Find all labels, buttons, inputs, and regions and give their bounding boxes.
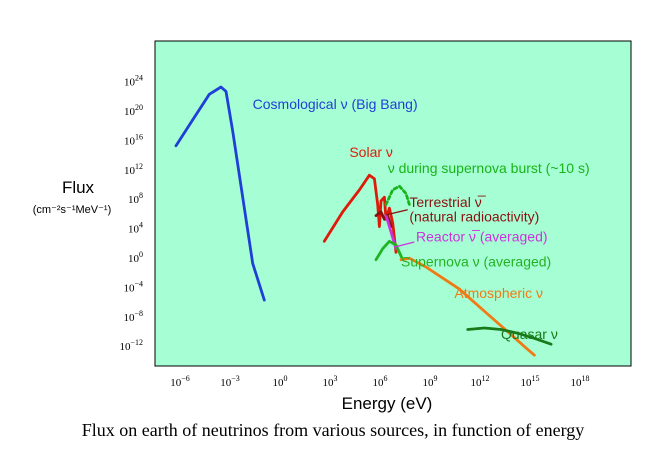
x-tick-label: 1015	[521, 374, 540, 389]
x-tick-label: 1012	[471, 374, 490, 389]
series-line-supernova_avg	[374, 239, 405, 262]
x-tick-label: 106	[373, 374, 388, 389]
series-label: ν during supernova burst (~10 s)	[388, 160, 590, 176]
x-tick-label: 10−3	[220, 374, 240, 389]
series-line-quasar	[466, 326, 553, 346]
y-axis-label: Flux	[62, 178, 95, 197]
series-label: Atmospheric ν	[454, 285, 543, 301]
series-label: Terrestrial ν̅	[409, 194, 486, 210]
series-label: Cosmological ν (Big Bang)	[253, 96, 418, 112]
y-tick-label: 100	[128, 250, 143, 265]
y-tick-label: 1020	[124, 103, 143, 118]
x-tick-label: 10−6	[170, 374, 190, 389]
y-tick-label: 108	[128, 191, 143, 206]
y-tick-label: 10−4	[123, 279, 143, 294]
series-label: Reactor ν̅ (averaged)	[416, 228, 548, 244]
y-tick-label: 1024	[124, 74, 143, 89]
series-label: Solar ν	[349, 144, 393, 160]
plot-area	[154, 40, 632, 367]
x-axis-ticks: 10−6 10−3 100 103 106 109 1012 1015 1018	[170, 374, 589, 389]
y-tick-label: 10−12	[119, 338, 143, 353]
annotation-layer	[385, 209, 415, 248]
x-tick-label: 100	[273, 374, 288, 389]
y-tick-label: 1016	[124, 132, 143, 147]
series-line-terrestrial	[374, 210, 393, 228]
series-line-cosmological	[174, 85, 266, 302]
x-tick-label: 103	[323, 374, 338, 389]
y-axis-units: (cm⁻²s⁻¹MeV⁻¹)	[33, 204, 112, 216]
reactor-leader	[394, 241, 415, 248]
y-axis-ticks: 1024 1020 1016 1012 108 104 100 10−4 10−8 10−12	[119, 74, 143, 354]
terrestrial-leader	[385, 209, 408, 216]
y-tick-label: 1012	[124, 162, 143, 177]
series-layer	[174, 85, 553, 357]
series-label: (natural radioactivity)	[409, 208, 539, 224]
figure-caption: Flux on earth of neutrinos from various …	[81, 420, 585, 440]
x-tick-label: 109	[423, 374, 438, 389]
series-line-atmospheric	[399, 256, 536, 357]
series-line-solar	[322, 173, 398, 254]
series-labels-layer: Cosmological ν (Big Bang) Solar νν during…	[253, 96, 590, 342]
series-label: Quasar ν	[501, 326, 558, 342]
series-line-supernova_burst	[384, 184, 411, 206]
series-label: Supernova ν (averaged)	[401, 253, 551, 269]
x-axis-label: Energy (eV)	[342, 394, 433, 413]
y-tick-label: 104	[128, 221, 143, 236]
y-tick-label: 10−8	[123, 309, 143, 324]
x-tick-label: 1018	[571, 374, 590, 389]
